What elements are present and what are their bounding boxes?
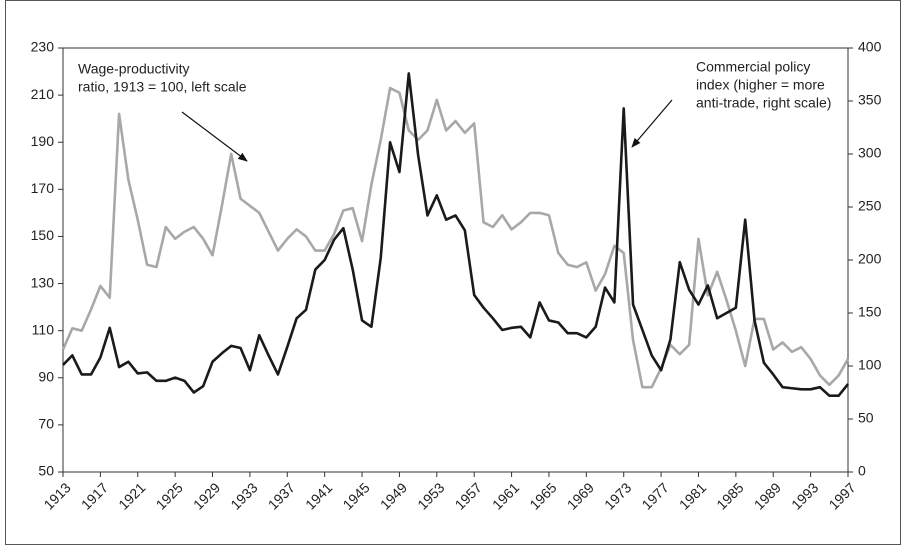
y2-tick-label: 250 (858, 198, 882, 214)
annotation: Commercial policy (696, 59, 810, 75)
y-tick-label: 150 (31, 227, 55, 243)
series-line (62, 72, 850, 397)
y-tick-label: 130 (31, 274, 55, 290)
x-tick-label: 1949 (377, 479, 410, 512)
x-tick-label: 1929 (190, 479, 223, 512)
y-tick-label: 50 (38, 463, 54, 479)
series-line (61, 86, 850, 389)
y-tick-label: 170 (31, 180, 55, 196)
plot-frame (62, 47, 849, 473)
y2-tick-label: 0 (858, 463, 866, 479)
y2-tick-label: 50 (858, 410, 874, 426)
x-tick-label: 1977 (638, 479, 671, 512)
y2-tick-label: 200 (858, 251, 882, 267)
x-tick-label: 1941 (302, 479, 335, 512)
y-tick-label: 110 (32, 321, 55, 337)
x-tick-label: 1961 (489, 479, 522, 512)
x-tick-label: 1965 (526, 479, 559, 512)
annotation-arrow (631, 99, 673, 148)
x-tick-label: 1997 (825, 479, 858, 512)
x-tick-label: 1993 (788, 479, 821, 512)
x-tick-label: 1925 (153, 479, 186, 512)
x-tick-label: 1953 (414, 479, 447, 512)
y-tick-label: 190 (31, 133, 55, 149)
y2-tick-label: 150 (858, 304, 882, 320)
x-tick-label: 1981 (676, 479, 709, 512)
x-tick-label: 1921 (115, 479, 148, 512)
x-tick-label: 1937 (265, 479, 298, 512)
y-tick-label: 70 (38, 416, 54, 432)
y2-tick-label: 400 (858, 39, 882, 55)
annotation: ratio, 1913 = 100, left scale (78, 79, 247, 95)
x-tick-label: 1945 (339, 479, 372, 512)
y2-tick-label: 300 (858, 145, 882, 161)
annotation: index (higher = more (696, 77, 825, 93)
annotation: anti-trade, right scale) (696, 95, 831, 111)
x-tick-label: 1957 (452, 479, 485, 512)
outer-frame (5, 0, 901, 545)
x-tick-label: 1917 (78, 479, 111, 512)
annotation-arrow (181, 111, 248, 162)
x-tick-label: 1985 (713, 479, 746, 512)
x-tick-label: 1989 (751, 479, 784, 512)
x-tick-label: 1913 (40, 479, 73, 512)
y-tick-label: 230 (31, 39, 55, 55)
annotation: Wage-productivity (78, 61, 190, 77)
x-tick-label: 1969 (564, 479, 597, 512)
y-tick-label: 90 (38, 368, 54, 384)
y-tick-label: 210 (31, 86, 55, 102)
x-tick-label: 1933 (227, 479, 260, 512)
x-tick-label: 1973 (601, 479, 634, 512)
y2-tick-label: 100 (858, 357, 882, 373)
y2-tick-label: 350 (858, 92, 882, 108)
